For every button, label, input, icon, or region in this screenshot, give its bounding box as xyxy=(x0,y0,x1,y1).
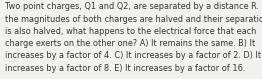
Text: is also halved, what happens to the electrical force that each: is also halved, what happens to the elec… xyxy=(5,27,256,36)
Text: Two point charges, Q1 and Q2, are separated by a distance R. If: Two point charges, Q1 and Q2, are separa… xyxy=(5,2,262,11)
Text: increases by a factor of 8. E) It increases by a factor of 16.: increases by a factor of 8. E) It increa… xyxy=(5,64,245,73)
Text: increases by a factor of 4. C) It increases by a factor of 2. D) It: increases by a factor of 4. C) It increa… xyxy=(5,51,261,60)
Text: charge exerts on the other one? A) It remains the same. B) It: charge exerts on the other one? A) It re… xyxy=(5,39,255,48)
Text: the magnitudes of both charges are halved and their separation: the magnitudes of both charges are halve… xyxy=(5,15,262,24)
